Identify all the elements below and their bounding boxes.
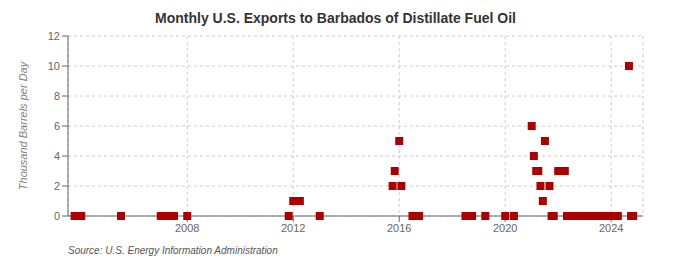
svg-text:12: 12: [48, 30, 60, 42]
svg-text:0: 0: [54, 210, 60, 222]
html-text:Monthly U.S. Exports to Barbad: Monthly U.S. Exports to Barbados of Dist…: [155, 10, 516, 26]
svg-text:6: 6: [54, 120, 60, 132]
svg-text:10: 10: [48, 60, 60, 72]
svg-text:2012: 2012: [281, 222, 305, 234]
html-text:Source: U.S. Energy Informatio: Source: U.S. Energy Information Administ…: [68, 245, 278, 256]
svg-text:2: 2: [54, 180, 60, 192]
svg-text:2016: 2016: [387, 222, 411, 234]
svg-text:2020: 2020: [493, 222, 517, 234]
svg-text:2008: 2008: [175, 222, 199, 234]
svg-text:4: 4: [54, 150, 60, 162]
svg-text:Thousand Barrels per Day: Thousand Barrels per Day: [17, 60, 29, 190]
svg-text:8: 8: [54, 90, 60, 102]
svg-text:2024: 2024: [599, 222, 623, 234]
